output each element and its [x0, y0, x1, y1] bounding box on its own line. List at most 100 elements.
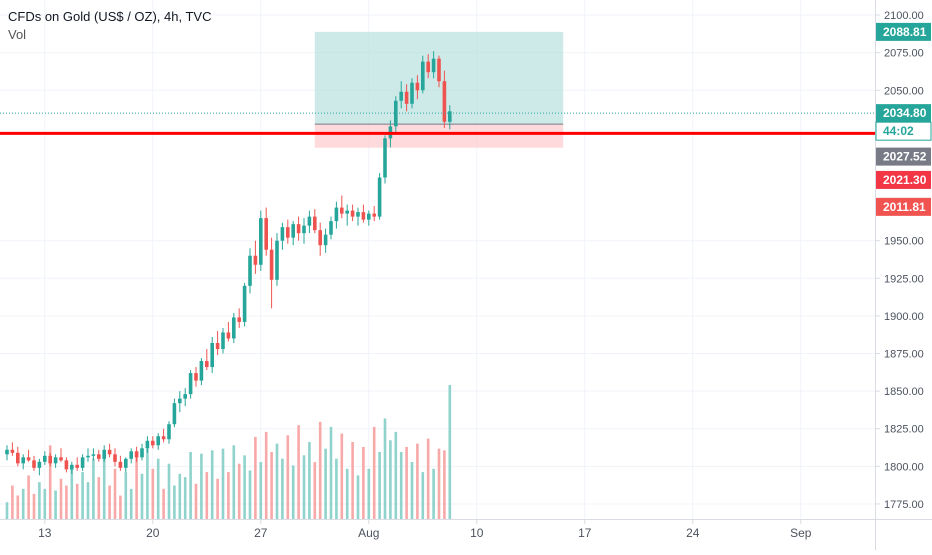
volume-bar	[378, 452, 381, 519]
candle-body	[323, 234, 328, 246]
price-tick-label: 2100.00	[884, 10, 924, 22]
candle-body	[53, 457, 58, 464]
volume-bar	[59, 478, 63, 519]
candle-body	[259, 218, 263, 265]
candle-body	[410, 82, 414, 104]
candle-body	[26, 457, 31, 461]
candle-body	[248, 255, 252, 286]
candle-body	[372, 213, 376, 217]
candles	[5, 51, 452, 476]
volume-bar	[372, 426, 376, 519]
time-tick-label: 17	[578, 526, 592, 540]
volume-bar	[156, 458, 160, 519]
time-tick-label: 20	[146, 526, 160, 540]
volume-bar	[221, 448, 225, 519]
time-tick-label: 27	[254, 526, 268, 540]
volume-label[interactable]: Vol	[8, 27, 27, 42]
price-label-text: 44:02	[883, 124, 914, 138]
candle-body	[215, 342, 220, 350]
volume-bar	[243, 455, 246, 519]
price-axis[interactable]: 1775.00 1800.00 1825.00 1850.00 1875.00 1900.…	[875, 10, 924, 511]
candle-body	[70, 464, 74, 470]
candle-body	[145, 440, 150, 449]
volume-bar	[92, 458, 95, 519]
candle-body	[140, 448, 144, 458]
volume-bar	[416, 443, 419, 519]
candle-body	[232, 317, 236, 339]
volume-bar	[16, 495, 20, 519]
candle-body	[21, 457, 25, 464]
volume-bar	[113, 468, 117, 519]
volume-bar	[173, 485, 176, 519]
horizontal-lines[interactable]	[0, 112, 875, 135]
candle-body	[253, 255, 258, 265]
candle-body	[48, 455, 52, 464]
candle-body	[302, 225, 306, 234]
candle-body	[340, 207, 344, 214]
volume-bar	[410, 462, 414, 519]
candle-body	[334, 207, 339, 222]
volume-bar	[443, 450, 446, 519]
candle-body	[75, 464, 79, 468]
volume-bar	[394, 431, 398, 519]
volume-bar	[259, 462, 263, 519]
volume-bar	[151, 468, 155, 519]
volume-bar	[399, 452, 403, 519]
volume-bar	[135, 452, 138, 519]
volume-bar	[11, 485, 14, 519]
volume-bar	[48, 445, 52, 519]
price-label-box	[876, 104, 931, 123]
candle-body	[172, 403, 177, 425]
candle-body	[383, 138, 387, 178]
volume-bar	[129, 488, 133, 519]
candle-body	[156, 436, 160, 446]
candle-body	[286, 227, 290, 238]
loss-zone[interactable]	[314, 124, 564, 148]
volume-bar	[335, 458, 338, 519]
time-tick-label: 13	[38, 526, 52, 540]
volume-bar	[405, 446, 408, 519]
candle-body	[264, 218, 268, 250]
candle-body	[118, 461, 123, 468]
volume-bar	[275, 443, 279, 519]
volume-bar	[119, 495, 122, 519]
candle-body	[394, 100, 398, 127]
volume-bar	[308, 441, 311, 519]
candle-body	[442, 81, 447, 122]
volume-bar	[286, 435, 290, 519]
price-tick-label: 2050.00	[884, 85, 924, 97]
candle-body	[124, 458, 128, 468]
volume-bar	[27, 475, 30, 519]
candle-body	[129, 451, 133, 459]
volume-bar	[75, 483, 79, 519]
price-label-box	[876, 22, 931, 41]
candle-body	[367, 213, 371, 220]
volume-bar	[38, 482, 41, 519]
volume-bar	[437, 448, 441, 519]
candle-body	[221, 332, 225, 350]
candle-body	[16, 452, 20, 464]
price-label-box	[876, 147, 931, 166]
volume-bar	[383, 418, 387, 519]
volume-bar	[345, 468, 349, 519]
candle-body	[237, 317, 241, 322]
candle-body	[102, 449, 106, 459]
volume-bar	[70, 468, 74, 519]
volume-bar	[97, 477, 101, 519]
candle-body	[161, 436, 166, 440]
position-tool[interactable]	[314, 31, 564, 148]
volume-bar	[102, 453, 106, 519]
candle-body	[426, 61, 430, 73]
candle-body	[307, 216, 312, 226]
candle-body	[183, 394, 187, 399]
volume-bar	[426, 438, 430, 519]
price-labels: 2088.81 2034.80 44:02 2027.52 2021.30 2011.81	[875, 22, 932, 216]
time-tick-label: Sep	[790, 526, 812, 540]
symbol-title[interactable]: CFDs on Gold (US$ / OZ), 4h, TVC	[8, 9, 212, 24]
time-axis[interactable]: 13 20 27 Aug 10 17 24 Sep	[38, 519, 812, 540]
candle-body	[345, 210, 349, 214]
price-tick-label: 1875.00	[884, 349, 924, 361]
volume-bar	[216, 478, 219, 519]
